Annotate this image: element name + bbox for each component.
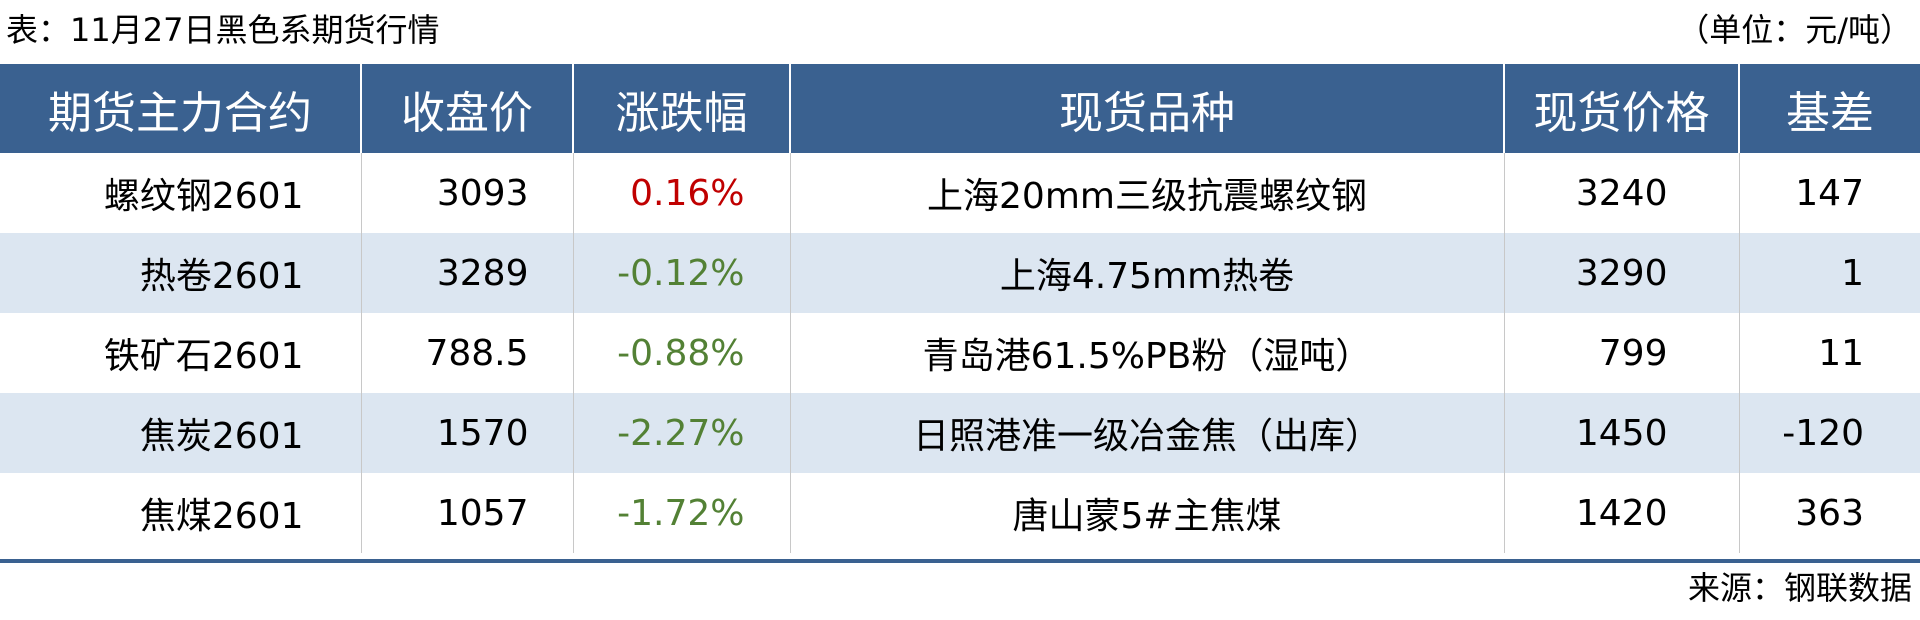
- change-cell: -2.27%: [572, 393, 790, 473]
- spot-price-cell: 1420: [1503, 473, 1739, 553]
- header-spot-price: 现货价格: [1503, 64, 1739, 153]
- unit-label: （单位：元/吨）: [1677, 11, 1912, 49]
- spot-cell: 唐山蒙5#主焦煤: [789, 473, 1504, 553]
- header-row: 期货主力合约 收盘价 涨跌幅 现货品种 现货价格 基差: [0, 64, 1920, 153]
- header-spot: 现货品种: [789, 64, 1504, 153]
- spot-cell: 上海4.75mm热卷: [789, 233, 1504, 313]
- table-row: 热卷2601 3289 -0.12% 上海4.75mm热卷 3290 1: [0, 233, 1920, 313]
- contract-cell: 螺纹钢2601: [103, 176, 304, 217]
- bottom-divider: [0, 559, 1920, 563]
- contract-cell: 焦煤2601: [139, 496, 304, 537]
- spot-price-cell: 1450: [1503, 393, 1739, 473]
- close-cell: 1570: [360, 393, 573, 473]
- spot-price-cell: 3240: [1503, 153, 1739, 233]
- source-label: 来源：钢联数据: [1687, 569, 1912, 607]
- spot-cell: 上海20mm三级抗震螺纹钢: [789, 153, 1504, 233]
- table-row: 铁矿石2601 788.5 -0.88% 青岛港61.5%PB粉（湿吨） 799 11: [0, 313, 1920, 393]
- change-cell: -1.72%: [572, 473, 790, 553]
- close-cell: 1057: [360, 473, 573, 553]
- contract-cell: 焦炭2601: [0, 393, 361, 473]
- close-cell: 788.5: [360, 313, 573, 393]
- table-title: 表：11月27日黑色系期货行情: [6, 11, 440, 49]
- spot-cell: 日照港准一级冶金焦（出库）: [789, 393, 1504, 473]
- header-basis: 基差: [1738, 64, 1920, 153]
- table-row: 螺纹钢2601 3093 0.16% 上海20mm三级抗震螺纹钢 3240 147: [0, 153, 1920, 233]
- spot-price-cell: 3290: [1503, 233, 1739, 313]
- basis-cell: -120: [1738, 393, 1920, 473]
- spot-price-cell: 799: [1503, 313, 1739, 393]
- basis-cell: 147: [1738, 153, 1920, 233]
- table-row: 焦炭2601 1570 -2.27% 日照港准一级冶金焦（出库） 1450 -120: [0, 393, 1920, 473]
- spot-cell: 青岛港61.5%PB粉（湿吨）: [789, 313, 1504, 393]
- table-row: 焦煤2601 1057 -1.72% 唐山蒙5#主焦煤 1420 363: [0, 473, 1920, 553]
- change-cell: -0.88%: [572, 313, 790, 393]
- header-change: 涨跌幅: [572, 64, 790, 153]
- futures-table: 期货主力合约 收盘价 涨跌幅 现货品种 现货价格 基差 螺纹钢2601 3093 0…: [0, 64, 1920, 553]
- contract-cell: 热卷2601: [0, 233, 361, 313]
- header-contract: 期货主力合约: [0, 64, 361, 153]
- close-cell: 3093: [360, 153, 573, 233]
- change-cell: 0.16%: [572, 153, 790, 233]
- header-close: 收盘价: [360, 64, 573, 153]
- change-cell: -0.12%: [572, 233, 790, 313]
- close-cell: 3289: [360, 233, 573, 313]
- contract-cell: 铁矿石2601: [103, 336, 304, 377]
- basis-cell: 11: [1738, 313, 1920, 393]
- basis-cell: 1: [1738, 233, 1920, 313]
- basis-cell: 363: [1738, 473, 1920, 553]
